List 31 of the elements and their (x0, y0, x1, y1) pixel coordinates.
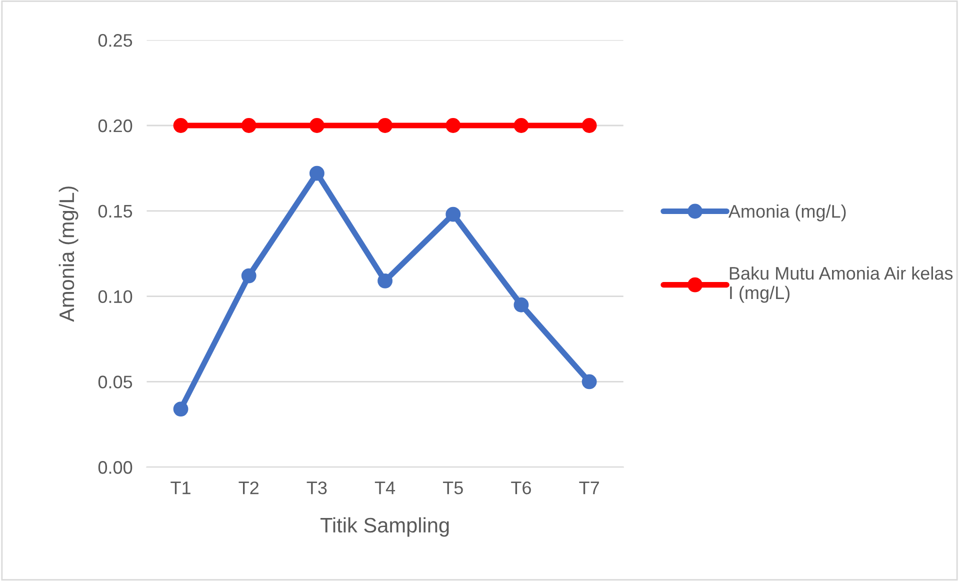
x-tick-label: T2 (238, 481, 258, 494)
point (173, 402, 188, 417)
point (309, 166, 324, 181)
y-tick-label: 0.05 (98, 376, 132, 388)
x-axis-title: Titik Sampling (320, 517, 449, 537)
y-tick-label: 0.00 (98, 461, 132, 474)
y-tick-label: 0.20 (98, 119, 132, 132)
y-tick-label: 0.10 (98, 290, 132, 304)
legend-label: Amonia (mg/L) (728, 204, 846, 222)
y-tick-label: 0.25 (98, 34, 132, 47)
point (378, 118, 393, 133)
point (173, 118, 188, 133)
point (446, 206, 461, 222)
y-axis-title: Amonia (mg/L) (58, 186, 78, 322)
point (582, 118, 597, 133)
x-tick-label: T7 (579, 482, 599, 494)
x-tick-label: T5 (443, 482, 463, 494)
point (582, 374, 597, 390)
x-tick-label: T3 (306, 481, 327, 494)
legend-label: Baku Mutu Amonia Air kelas I (mg/L) (730, 266, 953, 303)
point (446, 118, 461, 133)
point (241, 118, 256, 133)
point (378, 273, 393, 288)
point (309, 118, 324, 133)
point (514, 118, 529, 133)
x-tick-label: T1 (170, 482, 190, 494)
y-tick-label: 0.15 (98, 204, 132, 218)
point (514, 297, 529, 312)
point (241, 268, 256, 284)
x-tick-label: T6 (511, 481, 531, 494)
x-tick-label: T4 (374, 482, 396, 494)
